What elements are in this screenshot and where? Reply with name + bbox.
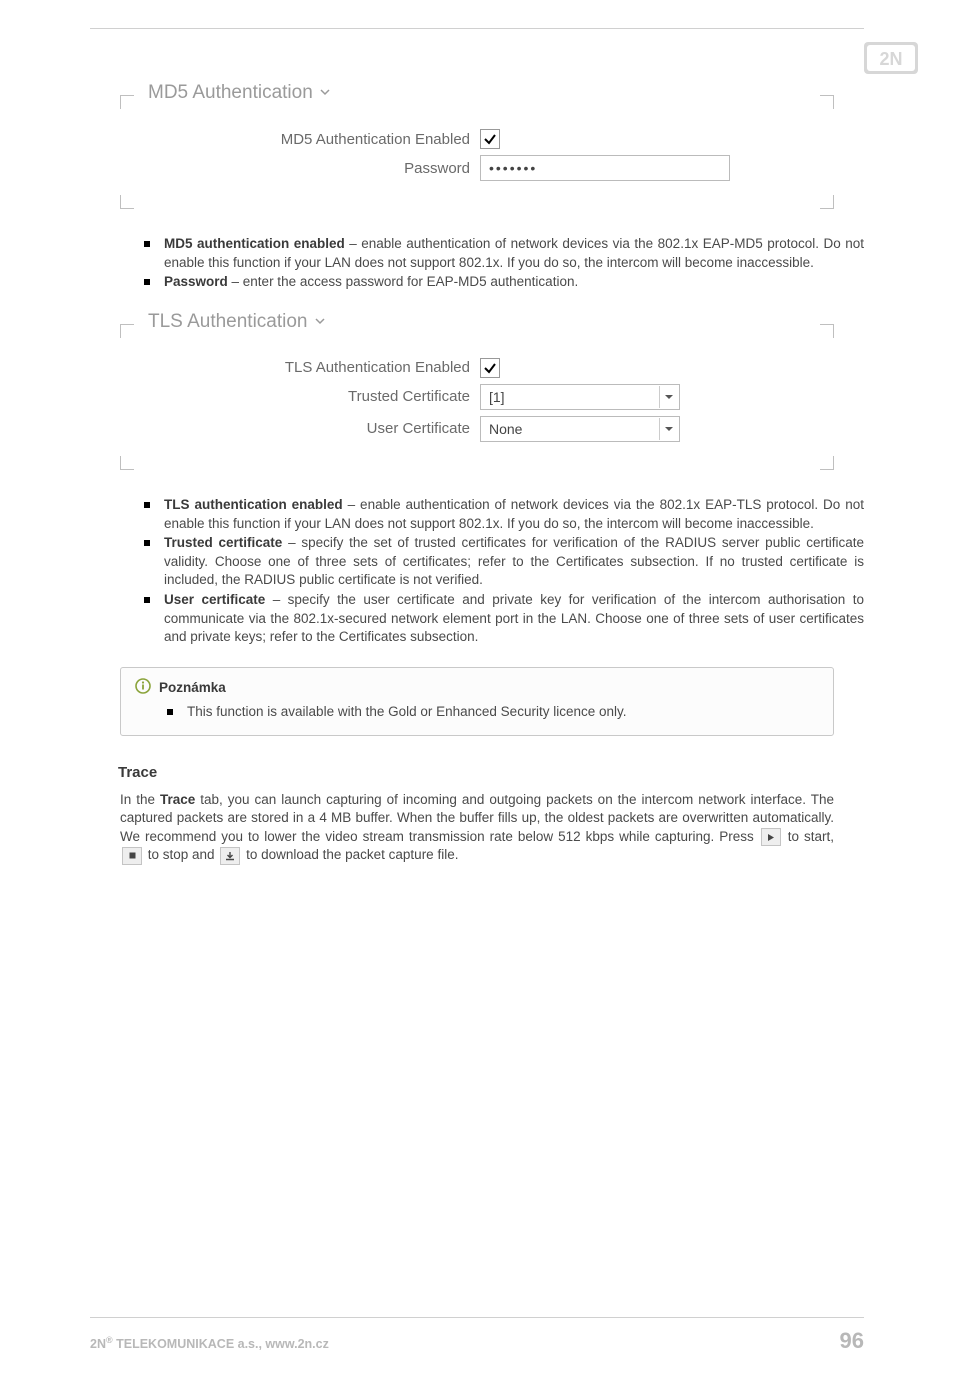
user-cert-value: None — [489, 421, 522, 437]
text: – specify the user certificate and priva… — [164, 592, 864, 644]
tls-auth-fieldset: TLS Authentication TLS Authentication En… — [120, 324, 834, 470]
term: Password — [164, 274, 228, 289]
brand-logo: 2N — [864, 42, 918, 79]
bullet-trusted-cert: Trusted certificate – specify the set of… — [144, 534, 864, 590]
download-icon[interactable] — [220, 847, 240, 865]
trace-text-2: tab, you can launch capturing of incomin… — [120, 792, 834, 844]
trace-seg-stop: to stop and — [144, 847, 218, 862]
md5-password-input[interactable]: ••••••• — [480, 155, 730, 181]
md5-auth-fieldset: MD5 Authentication MD5 Authentication En… — [120, 95, 834, 209]
note-item: This function is available with the Gold… — [167, 703, 819, 722]
note-items: This function is available with the Gold… — [167, 703, 819, 722]
note-box: Poznámka This function is available with… — [120, 667, 834, 736]
note-title-row: Poznámka — [135, 678, 819, 697]
tls-legend: TLS Authentication — [142, 311, 332, 333]
trace-bold: Trace — [160, 792, 195, 807]
header-rule — [90, 28, 864, 29]
play-icon[interactable] — [761, 828, 781, 846]
page-number: 96 — [840, 1328, 864, 1354]
trace-seg-start: to start, — [783, 829, 834, 844]
trusted-cert-label: Trusted Certificate — [120, 388, 480, 405]
trace-seg-end: to download the packet capture file. — [242, 847, 458, 862]
footer-rest: TELEKOMUNIKACE a.s., www.2n.cz — [113, 1337, 329, 1351]
svg-text:2N: 2N — [879, 49, 902, 69]
note-title: Poznámka — [159, 680, 226, 695]
footer-left: 2N® TELEKOMUNIKACE a.s., www.2n.cz — [90, 1335, 329, 1351]
user-cert-label: User Certificate — [120, 420, 480, 437]
chevron-down-icon — [314, 311, 326, 333]
term: TLS authentication enabled — [164, 497, 343, 512]
trusted-cert-select[interactable]: [1] — [480, 384, 680, 410]
term: MD5 authentication enabled — [164, 236, 345, 251]
tls-bullets: TLS authentication enabled – enable auth… — [144, 496, 864, 647]
term: Trusted certificate — [164, 535, 282, 550]
bullet-md5-password: Password – enter the access password for… — [144, 273, 864, 292]
md5-password-value: ••••••• — [489, 160, 537, 176]
tls-enabled-label: TLS Authentication Enabled — [120, 359, 480, 376]
bullet-md5-enabled: MD5 authentication enabled – enable auth… — [144, 235, 864, 272]
footer-prefix: 2N — [90, 1337, 106, 1351]
trusted-cert-value: [1] — [489, 389, 505, 405]
text: – enter the access password for EAP-MD5 … — [228, 274, 578, 289]
md5-password-label: Password — [120, 160, 480, 177]
chevron-down-icon — [659, 386, 677, 408]
stop-icon[interactable] — [122, 847, 142, 865]
trace-text-1: In the — [120, 792, 160, 807]
md5-legend: MD5 Authentication — [142, 82, 337, 104]
bullet-tls-enabled: TLS authentication enabled – enable auth… — [144, 496, 864, 533]
chevron-down-icon — [659, 418, 677, 440]
trace-paragraph: In the Trace tab, you can launch capturi… — [120, 791, 834, 866]
chevron-down-icon — [319, 82, 331, 104]
md5-enabled-checkbox[interactable] — [480, 129, 500, 149]
trace-heading: Trace — [118, 764, 864, 781]
info-icon — [135, 678, 151, 697]
page-footer: 2N® TELEKOMUNIKACE a.s., www.2n.cz 96 — [90, 1317, 864, 1354]
tls-enabled-checkbox[interactable] — [480, 358, 500, 378]
user-cert-select[interactable]: None — [480, 416, 680, 442]
md5-bullets: MD5 authentication enabled – enable auth… — [144, 235, 864, 292]
bullet-user-cert: User certificate – specify the user cert… — [144, 591, 864, 647]
tls-legend-text: TLS Authentication — [148, 311, 308, 333]
md5-legend-text: MD5 Authentication — [148, 82, 313, 104]
footer-sup: ® — [106, 1335, 113, 1345]
md5-enabled-label: MD5 Authentication Enabled — [120, 131, 480, 148]
term: User certificate — [164, 592, 265, 607]
